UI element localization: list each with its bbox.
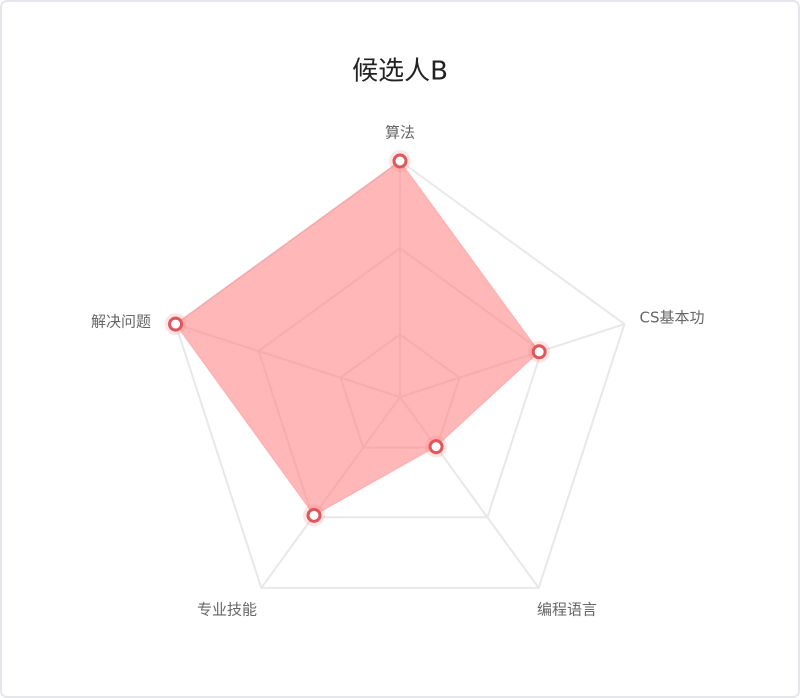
- point: [531, 344, 547, 360]
- chart-title: 候选人B: [352, 57, 448, 87]
- indicator-label: 专业技能: [197, 601, 257, 619]
- indicator-label: 编程语言: [537, 601, 597, 619]
- grid-ring: [174, 159, 626, 589]
- point: [168, 316, 184, 332]
- point: [428, 439, 444, 455]
- indicator-label: CS基本功: [640, 309, 705, 327]
- point: [306, 507, 322, 523]
- indicator-label: 解决问题: [91, 313, 151, 331]
- indicator-label: 算法: [385, 124, 415, 142]
- point: [392, 153, 408, 169]
- radar-area: [174, 160, 540, 517]
